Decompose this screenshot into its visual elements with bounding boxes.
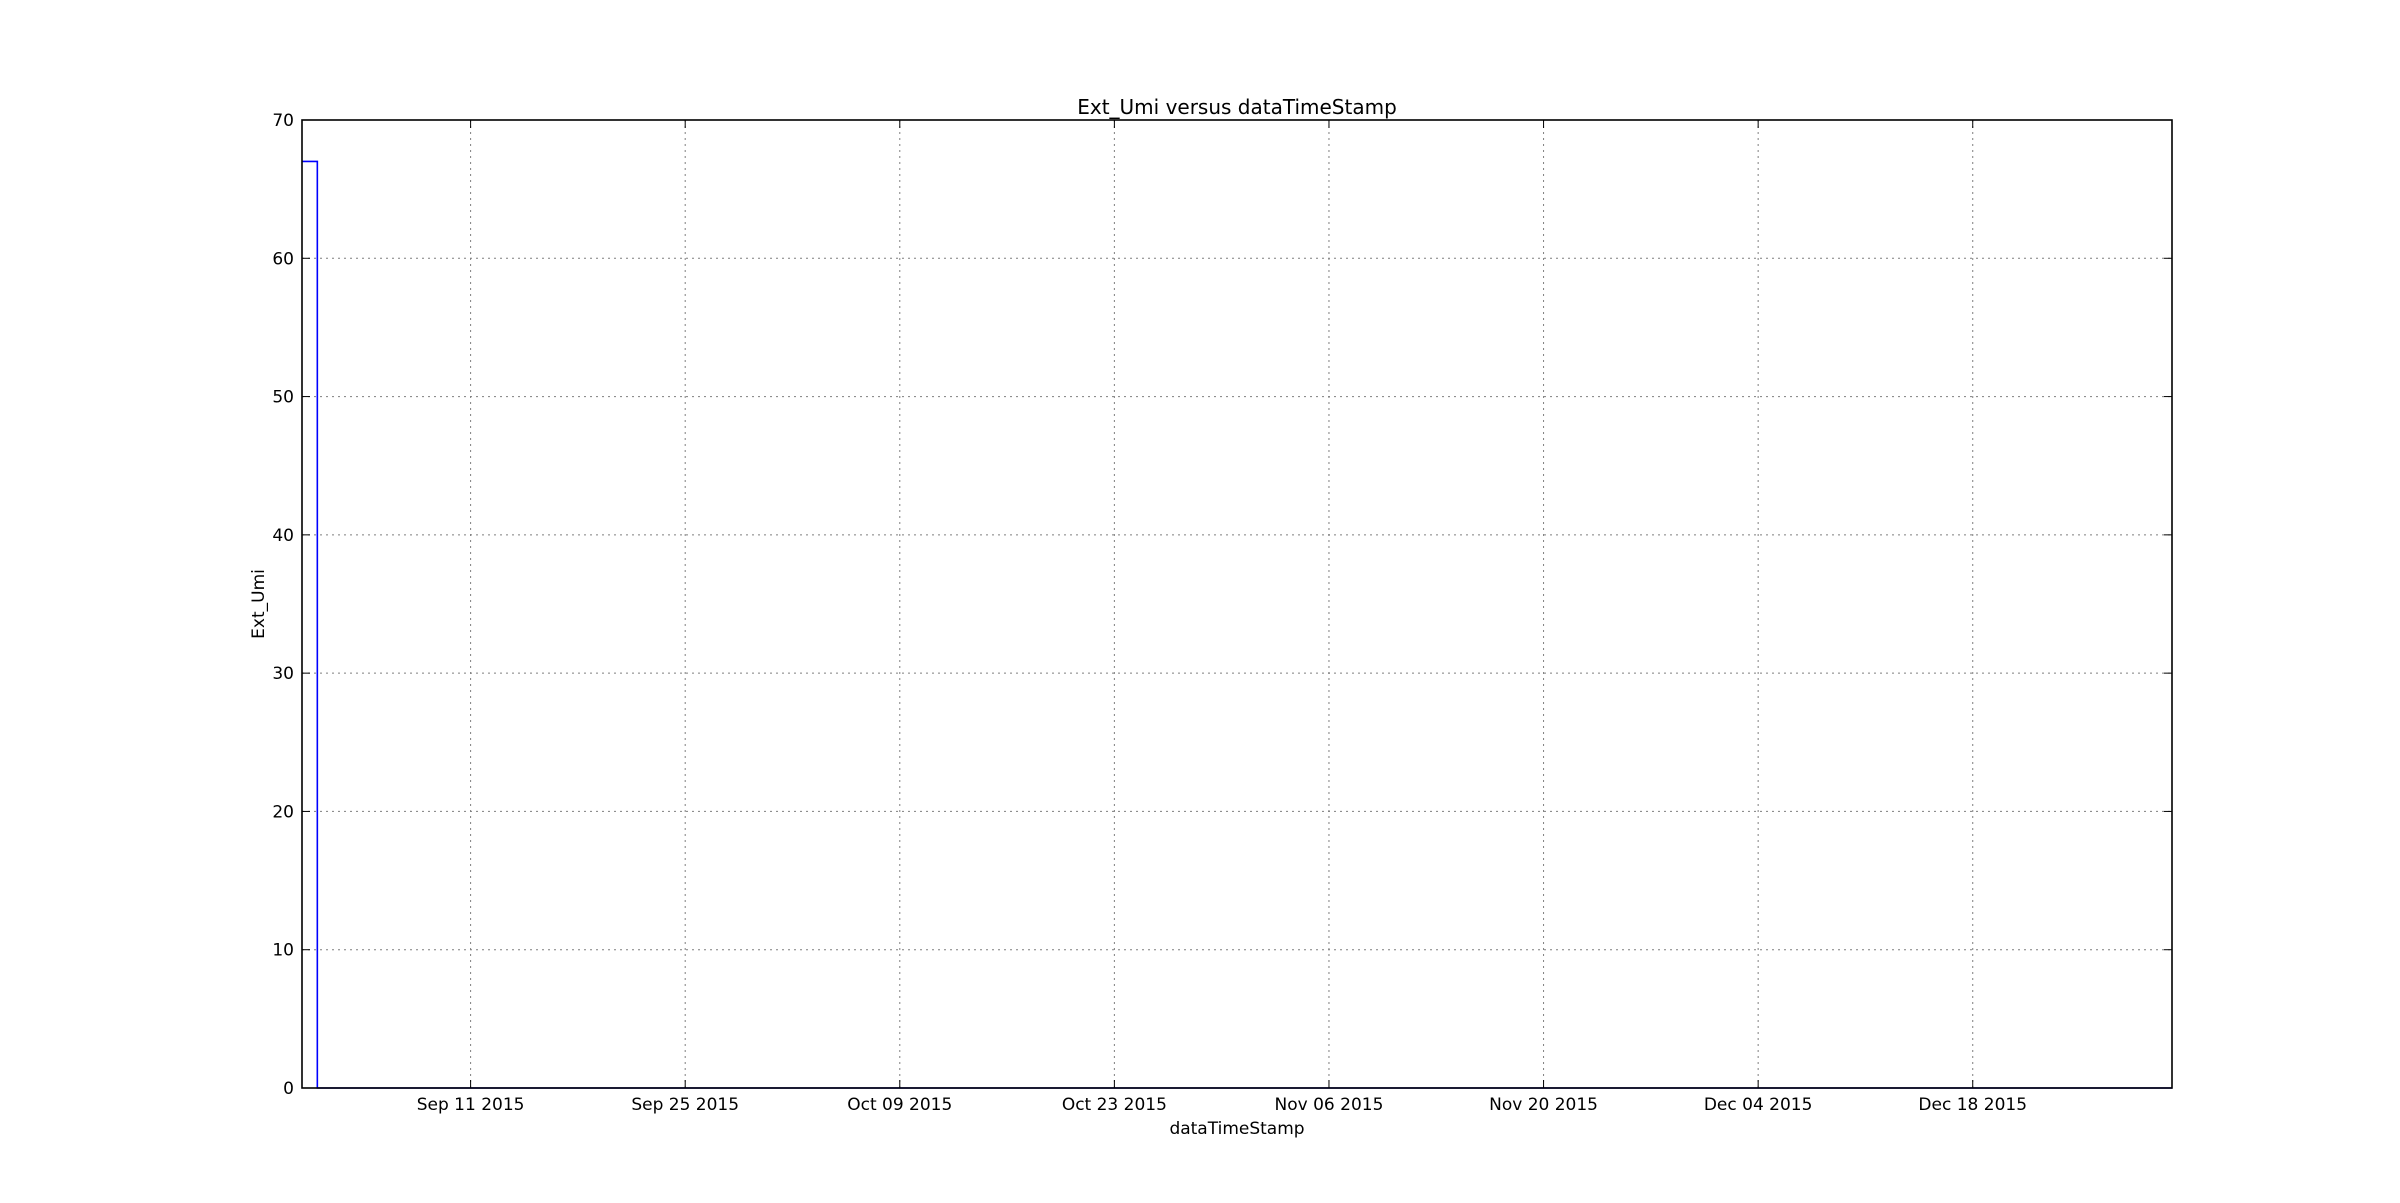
- plot-frame: [301, 119, 2173, 1089]
- x-tick-label: Sep 25 2015: [631, 1095, 739, 1115]
- x-tick-label: Nov 06 2015: [1275, 1095, 1384, 1115]
- y-tick-label: 50: [272, 388, 294, 408]
- x-tick-label: Nov 20 2015: [1489, 1095, 1598, 1115]
- x-tick-label: Dec 04 2015: [1704, 1095, 1813, 1115]
- x-axis-label: dataTimeStamp: [1169, 1119, 1304, 1139]
- y-tick-label: 10: [272, 941, 294, 961]
- y-axis-label: Ext_Umi: [249, 569, 269, 639]
- y-tick-label: 0: [283, 1079, 294, 1099]
- y-tick-label: 60: [272, 249, 294, 269]
- y-tick-label: 20: [272, 802, 294, 822]
- y-tick-label: 30: [272, 664, 294, 684]
- x-tick-label: Oct 23 2015: [1062, 1095, 1167, 1115]
- x-tick-label: Oct 09 2015: [847, 1095, 952, 1115]
- x-tick-label: Sep 11 2015: [417, 1095, 525, 1115]
- y-tick-label: 70: [272, 111, 294, 131]
- chart-title: Ext_Umi versus dataTimeStamp: [1077, 95, 1397, 119]
- x-tick-label: Dec 18 2015: [1918, 1095, 2027, 1115]
- y-tick-label: 40: [272, 526, 294, 546]
- axes-layer: 0 10 20 30 40 50 60 70 Sep 11 2015 Sep 25 2015 Oct…: [272, 111, 2172, 1115]
